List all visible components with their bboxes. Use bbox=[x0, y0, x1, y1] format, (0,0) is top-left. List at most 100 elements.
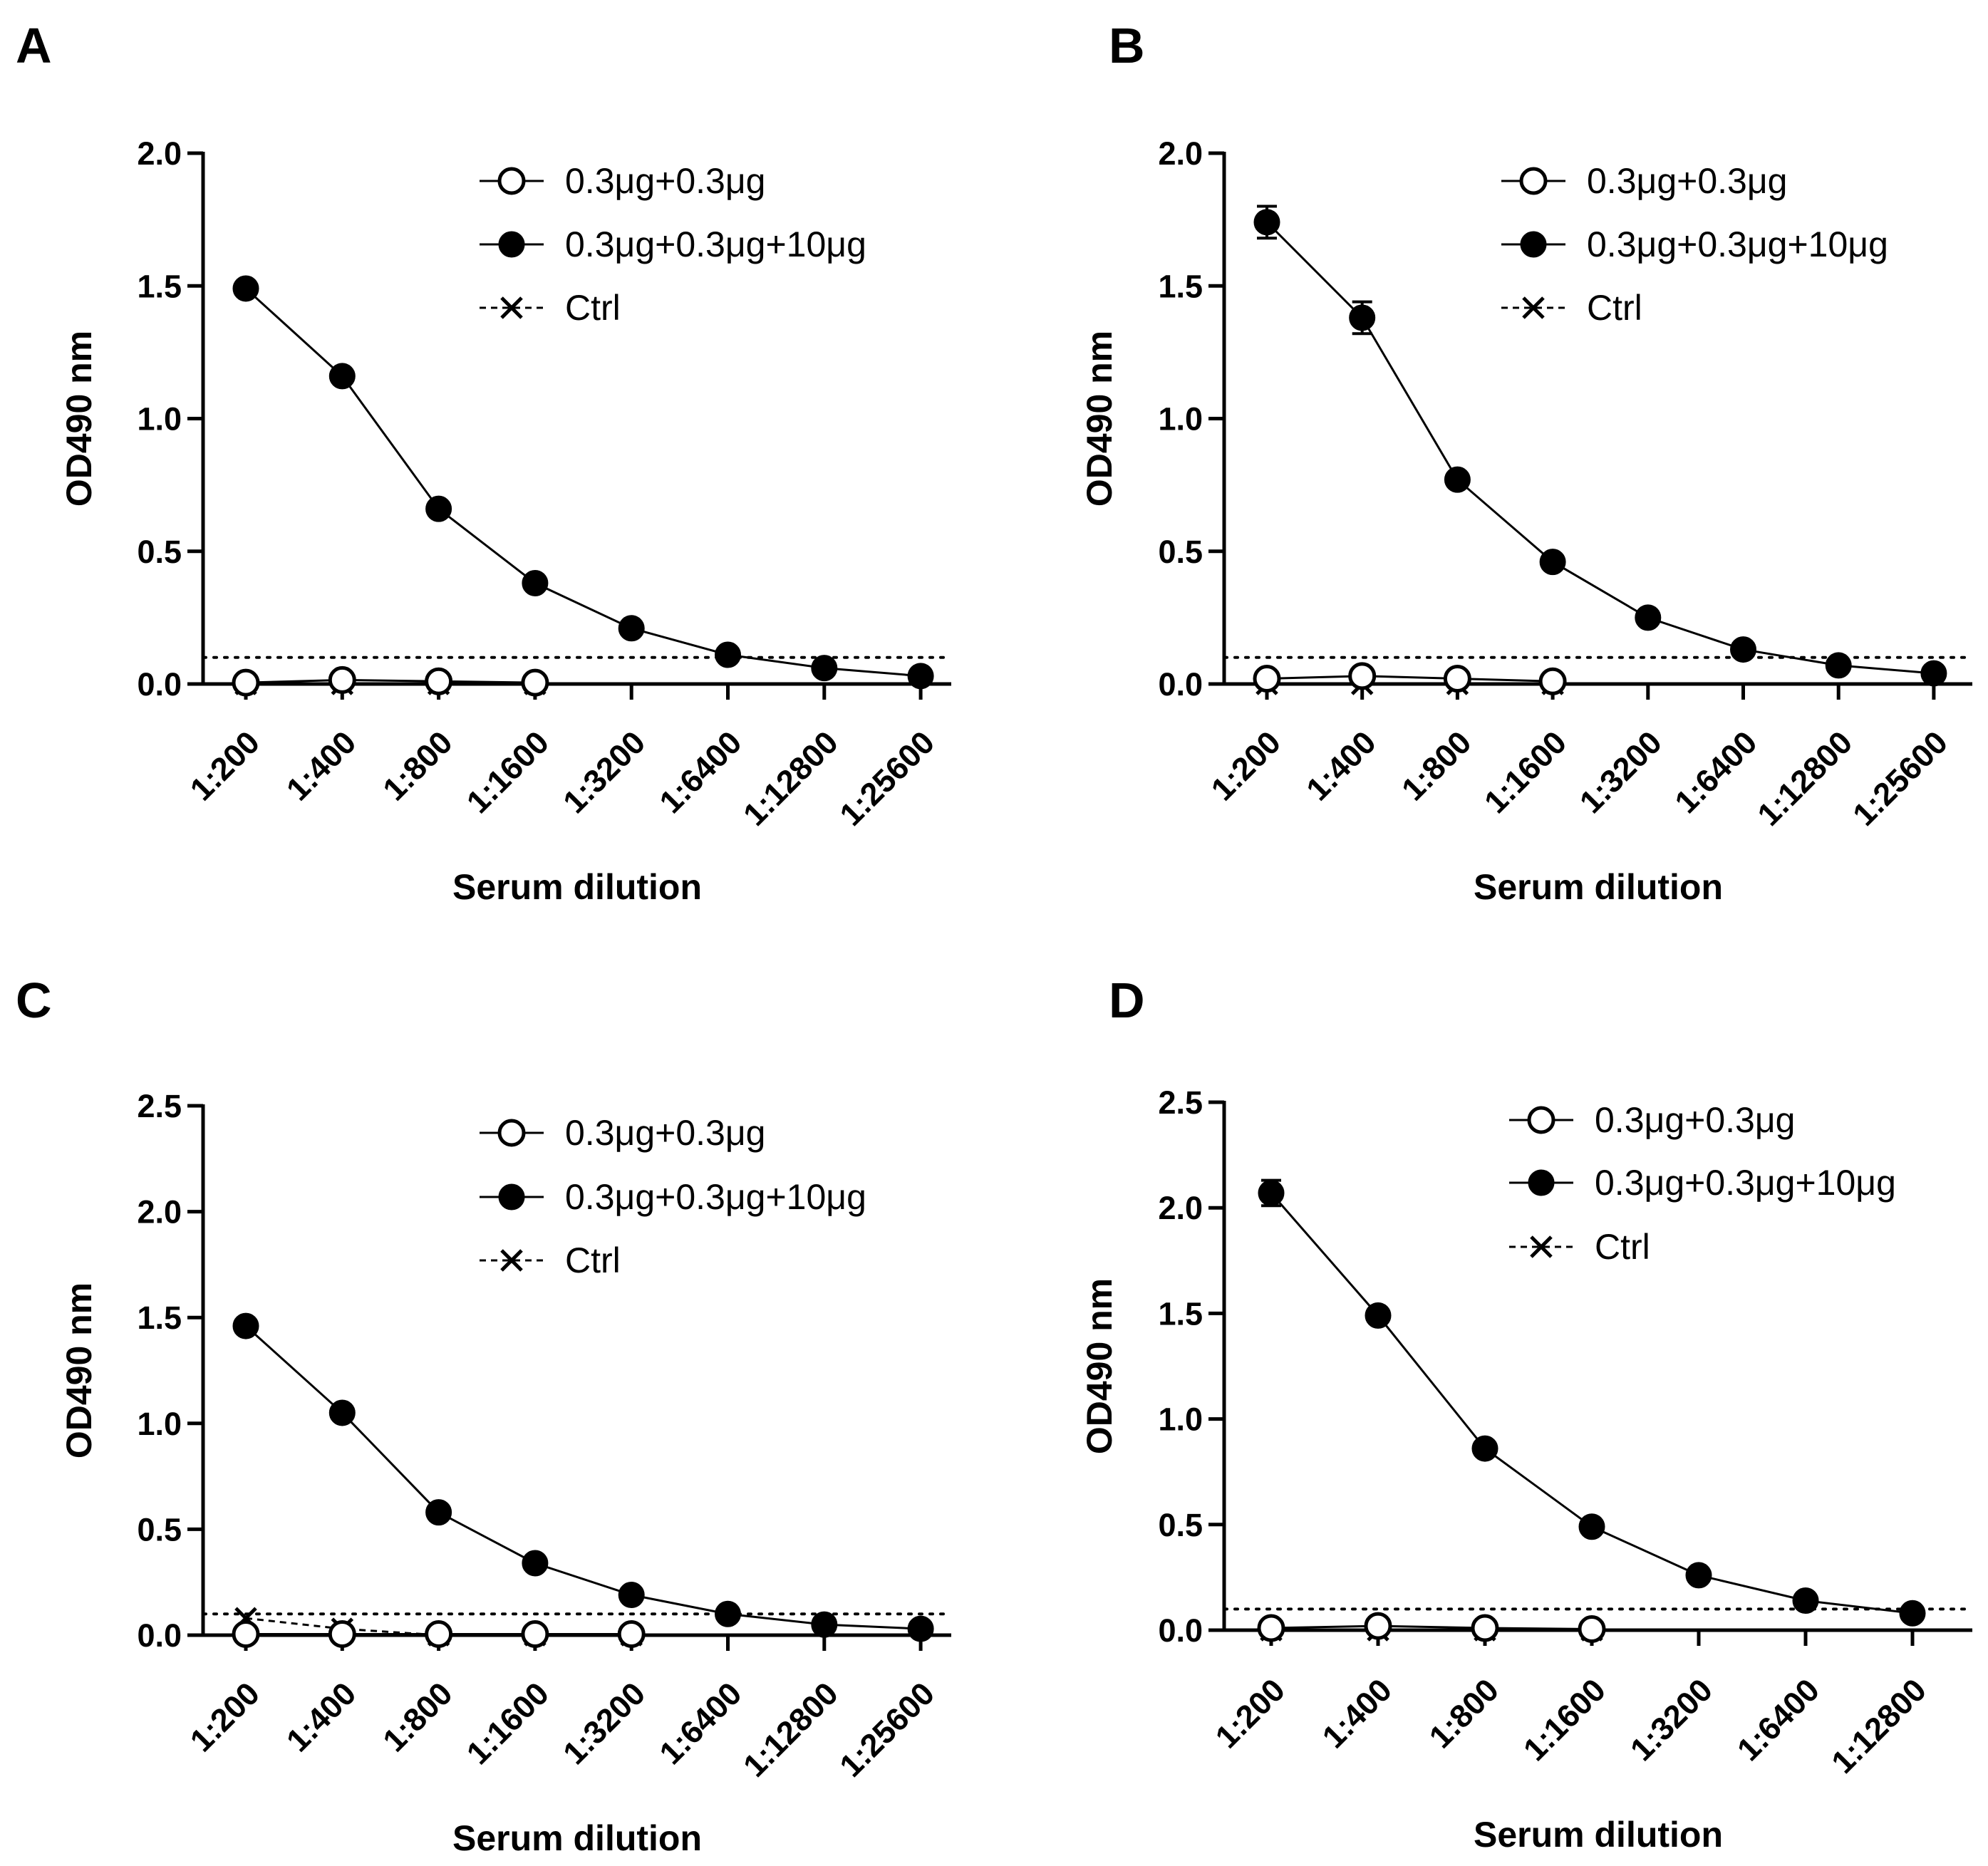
panel-d-series-open-open-point bbox=[1471, 1614, 1499, 1642]
panel-a-series-open-line bbox=[245, 678, 535, 684]
panel-d-series-open-line bbox=[1270, 1624, 1593, 1630]
panel-b-series-filled-filled-point bbox=[1539, 549, 1566, 576]
panel-d-legend-open-point bbox=[1527, 1106, 1555, 1134]
panel-b-y-axis-title: OD490 nm bbox=[1080, 331, 1119, 507]
panel-d-legend-label: 0.3μg+0.3μg bbox=[1595, 1100, 1795, 1140]
panel-b-legend-label: 0.3μg+0.3μg bbox=[1587, 161, 1787, 201]
panel-a-series-filled-filled-point bbox=[425, 495, 452, 522]
panel-d-series-open-open-point bbox=[1364, 1612, 1392, 1640]
panel-d-y-tick-label: 1.5 bbox=[1158, 1295, 1203, 1332]
panel-b-y-tick-label: 1.5 bbox=[1158, 268, 1203, 304]
panel-b-series-open-open-point bbox=[1348, 662, 1377, 690]
panel-c-y-tick-label: 1.5 bbox=[137, 1300, 182, 1336]
panel-b-y-tick-label: 1.0 bbox=[1158, 401, 1203, 437]
panel-d-series-filled-filled-point bbox=[1471, 1435, 1498, 1462]
panel-c-series-open-open-point bbox=[617, 1620, 646, 1649]
panel-d-letter: D bbox=[1109, 973, 1145, 1028]
panel-d-legend-cross-point bbox=[1530, 1235, 1553, 1258]
panel-a-series-open-open-point bbox=[425, 667, 453, 695]
panel-a-y-tick-label: 1.5 bbox=[137, 268, 182, 304]
panel-d-y-tick-label: 1.0 bbox=[1158, 1401, 1203, 1438]
panel-d-y-axis-title: OD490 nm bbox=[1080, 1278, 1119, 1454]
panel-a-series-filled-filled-point bbox=[618, 615, 645, 642]
panel-b-series-open-line bbox=[1266, 675, 1553, 683]
panel-d-legend-filled-point bbox=[1528, 1169, 1555, 1196]
panel-b-series-filled-filled-point bbox=[1444, 466, 1471, 493]
panel-a-x-axis-title: Serum dilution bbox=[452, 867, 702, 907]
panel-a-series-filled-filled-point bbox=[328, 363, 356, 390]
panel-c-series-filled-filled-point bbox=[811, 1611, 838, 1638]
panel-c-legend-open-point bbox=[497, 1119, 526, 1147]
panel-b-series-filled-filled-point bbox=[1825, 652, 1852, 679]
panel-b-series-filled-filled-point bbox=[1349, 304, 1376, 331]
panel-a-series-filled-filled-point bbox=[232, 275, 259, 302]
panel-a-legend-label: 0.3μg+0.3μg bbox=[565, 161, 765, 201]
panel-c-series-filled-filled-point bbox=[907, 1615, 934, 1642]
panel-c-legend-label: Ctrl bbox=[565, 1240, 621, 1280]
panel-b-legend-label: 0.3μg+0.3μg+10μg bbox=[1587, 224, 1888, 264]
panel-a-letter: A bbox=[16, 18, 52, 73]
panel-c-y-axis-title: OD490 nm bbox=[59, 1282, 99, 1458]
panel-c-series-open-open-point bbox=[328, 1620, 356, 1649]
panel-a-legend-label: 0.3μg+0.3μg+10μg bbox=[565, 224, 866, 264]
panel-a-series-open-open-point bbox=[521, 668, 549, 697]
panel-b-letter: B bbox=[1109, 18, 1145, 73]
panel-a-series-filled-filled-point bbox=[715, 641, 741, 668]
panel-d-y-tick-label: 2.0 bbox=[1158, 1190, 1203, 1226]
panel-a-y-tick-label: 0.5 bbox=[137, 534, 182, 570]
panel-c-series-filled-filled-point bbox=[232, 1312, 259, 1339]
panel-a-legend-label: Ctrl bbox=[565, 288, 621, 328]
panel-a-y-tick-label: 1.0 bbox=[137, 401, 182, 437]
panel-b-legend-label: Ctrl bbox=[1587, 288, 1642, 328]
panel-c-series-filled-filled-point bbox=[618, 1582, 645, 1609]
panel-c-series-open-open-point bbox=[425, 1620, 453, 1649]
panel-b-legend-open-point bbox=[1519, 167, 1548, 195]
panel-a-series-open-open-point bbox=[232, 668, 260, 697]
panel-d-series-open-open-point bbox=[1578, 1615, 1606, 1644]
panel-b-series-filled-line bbox=[1265, 221, 1935, 675]
panel-c-x-axis-title: Serum dilution bbox=[452, 1818, 702, 1858]
panel-c-y-tick-label: 1.0 bbox=[137, 1406, 182, 1442]
panel-c-series-filled-filled-point bbox=[328, 1399, 356, 1426]
panel-b-series-filled-filled-point bbox=[1253, 209, 1280, 236]
panel-d-series-open-open-point bbox=[1257, 1614, 1285, 1642]
panel-c-series-filled-filled-point bbox=[522, 1550, 549, 1577]
panel-c-y-tick-label: 2.5 bbox=[137, 1088, 182, 1124]
panel-b-series-open-open-point bbox=[1443, 665, 1471, 693]
panel-d-series-filled-filled-point bbox=[1685, 1562, 1712, 1589]
panel-c-series-filled-filled-point bbox=[425, 1499, 452, 1526]
panel-d-series-filled-filled-point bbox=[1792, 1587, 1819, 1614]
panel-b-series-filled-filled-point bbox=[1730, 636, 1756, 663]
panel-b-y-tick-label: 2.0 bbox=[1158, 135, 1203, 172]
panel-a-series-filled-filled-point bbox=[522, 569, 549, 596]
panel-b-legend-filled-point bbox=[1520, 231, 1547, 258]
panel-c-legend-filled-point bbox=[498, 1183, 525, 1211]
panel-d-legend-label: Ctrl bbox=[1595, 1227, 1650, 1267]
panel-d-y-tick-label: 2.5 bbox=[1158, 1084, 1203, 1121]
panel-c-legend-label: 0.3μg+0.3μg+10μg bbox=[565, 1177, 866, 1217]
panel-d-y-tick-label: 0.0 bbox=[1158, 1612, 1203, 1649]
panel-b-x-axis-title: Serum dilution bbox=[1474, 867, 1723, 907]
panel-d-series-filled-filled-point bbox=[1365, 1302, 1392, 1329]
panel-c-y-tick-label: 0.5 bbox=[137, 1511, 182, 1548]
panel-a-legend-filled-point bbox=[498, 231, 525, 258]
panel-d-series-filled-filled-point bbox=[1578, 1513, 1605, 1540]
panel-c-series-filled-line bbox=[244, 1325, 921, 1630]
panel-c-letter: C bbox=[16, 973, 52, 1028]
panel-a-series-open-open-point bbox=[328, 665, 356, 694]
panel-a-y-tick-label: 2.0 bbox=[137, 135, 182, 172]
panel-c-legend-cross-point bbox=[500, 1249, 523, 1272]
panel-b-legend-cross-point bbox=[1522, 296, 1545, 319]
panel-c-legend-label: 0.3μg+0.3μg bbox=[565, 1113, 765, 1153]
panel-b-series-open-open-point bbox=[1538, 667, 1567, 695]
panel-c-y-tick-label: 2.0 bbox=[137, 1194, 182, 1230]
panel-a-y-axis-title: OD490 nm bbox=[59, 331, 99, 507]
panel-c-series-filled-filled-point bbox=[715, 1600, 741, 1627]
panel-b-series-open-open-point bbox=[1253, 665, 1281, 693]
panel-a-legend-cross-point bbox=[500, 296, 523, 319]
panel-d-legend-label: 0.3μg+0.3μg+10μg bbox=[1595, 1163, 1896, 1203]
panel-c-series-open-open-point bbox=[232, 1620, 260, 1649]
panel-a-series-filled-filled-point bbox=[907, 663, 934, 690]
